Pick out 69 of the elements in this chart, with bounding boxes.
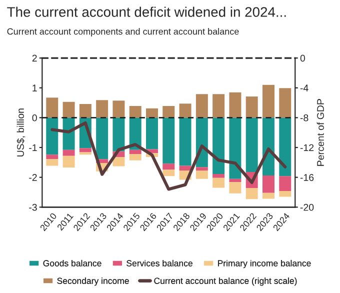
bar [46,154,58,160]
y-axis-title: US$, billion [16,108,26,156]
bar [262,176,274,193]
legend-label: Primary income balance [218,260,311,268]
bar [146,108,158,118]
bar [96,100,108,118]
bar [229,92,242,118]
bar [96,118,108,160]
y-tick-label: 0 [32,114,37,122]
bar [262,192,274,199]
bar [179,118,192,166]
bar [162,118,175,164]
bar [46,98,58,118]
legend-label: Secondary income [57,278,129,286]
bar [179,166,192,170]
bar [279,118,292,176]
bar [129,106,142,118]
y2-axis-title: Percent of GDP [316,99,324,166]
bar [229,178,242,182]
bar [246,118,258,172]
bar [212,178,225,188]
bar [162,106,175,118]
bar [179,104,192,118]
bar [196,94,208,118]
bar [196,170,208,179]
bar [279,176,292,192]
bar [279,88,292,118]
bar [46,159,58,166]
y2-tick-label: -4 [300,84,308,92]
legend-label: Goods balance [43,260,102,266]
y-tick-label: 2 [32,54,37,62]
bar [162,164,175,170]
y-tick-label: 1 [32,84,37,92]
y2-tick-label: 0 [300,54,306,62]
bar [196,167,208,170]
bar [129,154,142,160]
legend-label: Services balance [126,260,192,266]
bar [246,188,258,200]
bar [146,118,158,150]
bar [112,157,125,166]
bar [129,150,142,154]
y-tick-label: -2 [29,174,37,181]
bar [212,174,225,178]
legend-label: Current account balance (right scale) [154,278,297,286]
y2-tick-label: -16 [300,174,314,181]
bar [79,148,92,152]
chart-subtitle: Current account components and current account balance [7,28,239,36]
line-series [50,121,287,191]
bar [112,118,125,152]
bar [246,96,258,118]
y2-tick-label: -12 [300,144,314,152]
chart-title: The current account deficit widened in 2024... [7,6,286,17]
bar [79,104,92,118]
bar [229,182,242,194]
bar [162,170,175,176]
bar [62,102,75,118]
bar [262,84,274,118]
bar [62,150,75,156]
y-tick-label: -1 [29,144,37,152]
bar [112,100,125,118]
y-tick-label: -3 [29,204,37,211]
bar [229,118,242,179]
bar [62,156,75,168]
bar [279,191,292,197]
y2-tick-label: -8 [300,114,308,122]
bar [212,118,225,174]
bar [46,118,58,155]
y2-tick-label: -20 [300,204,314,211]
bar [212,94,225,118]
